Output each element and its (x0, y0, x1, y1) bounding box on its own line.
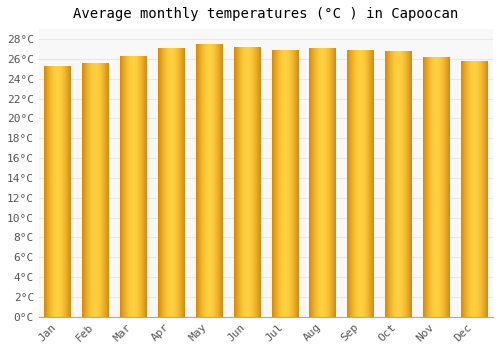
Title: Average monthly temperatures (°C ) in Capoocan: Average monthly temperatures (°C ) in Ca… (74, 7, 458, 21)
